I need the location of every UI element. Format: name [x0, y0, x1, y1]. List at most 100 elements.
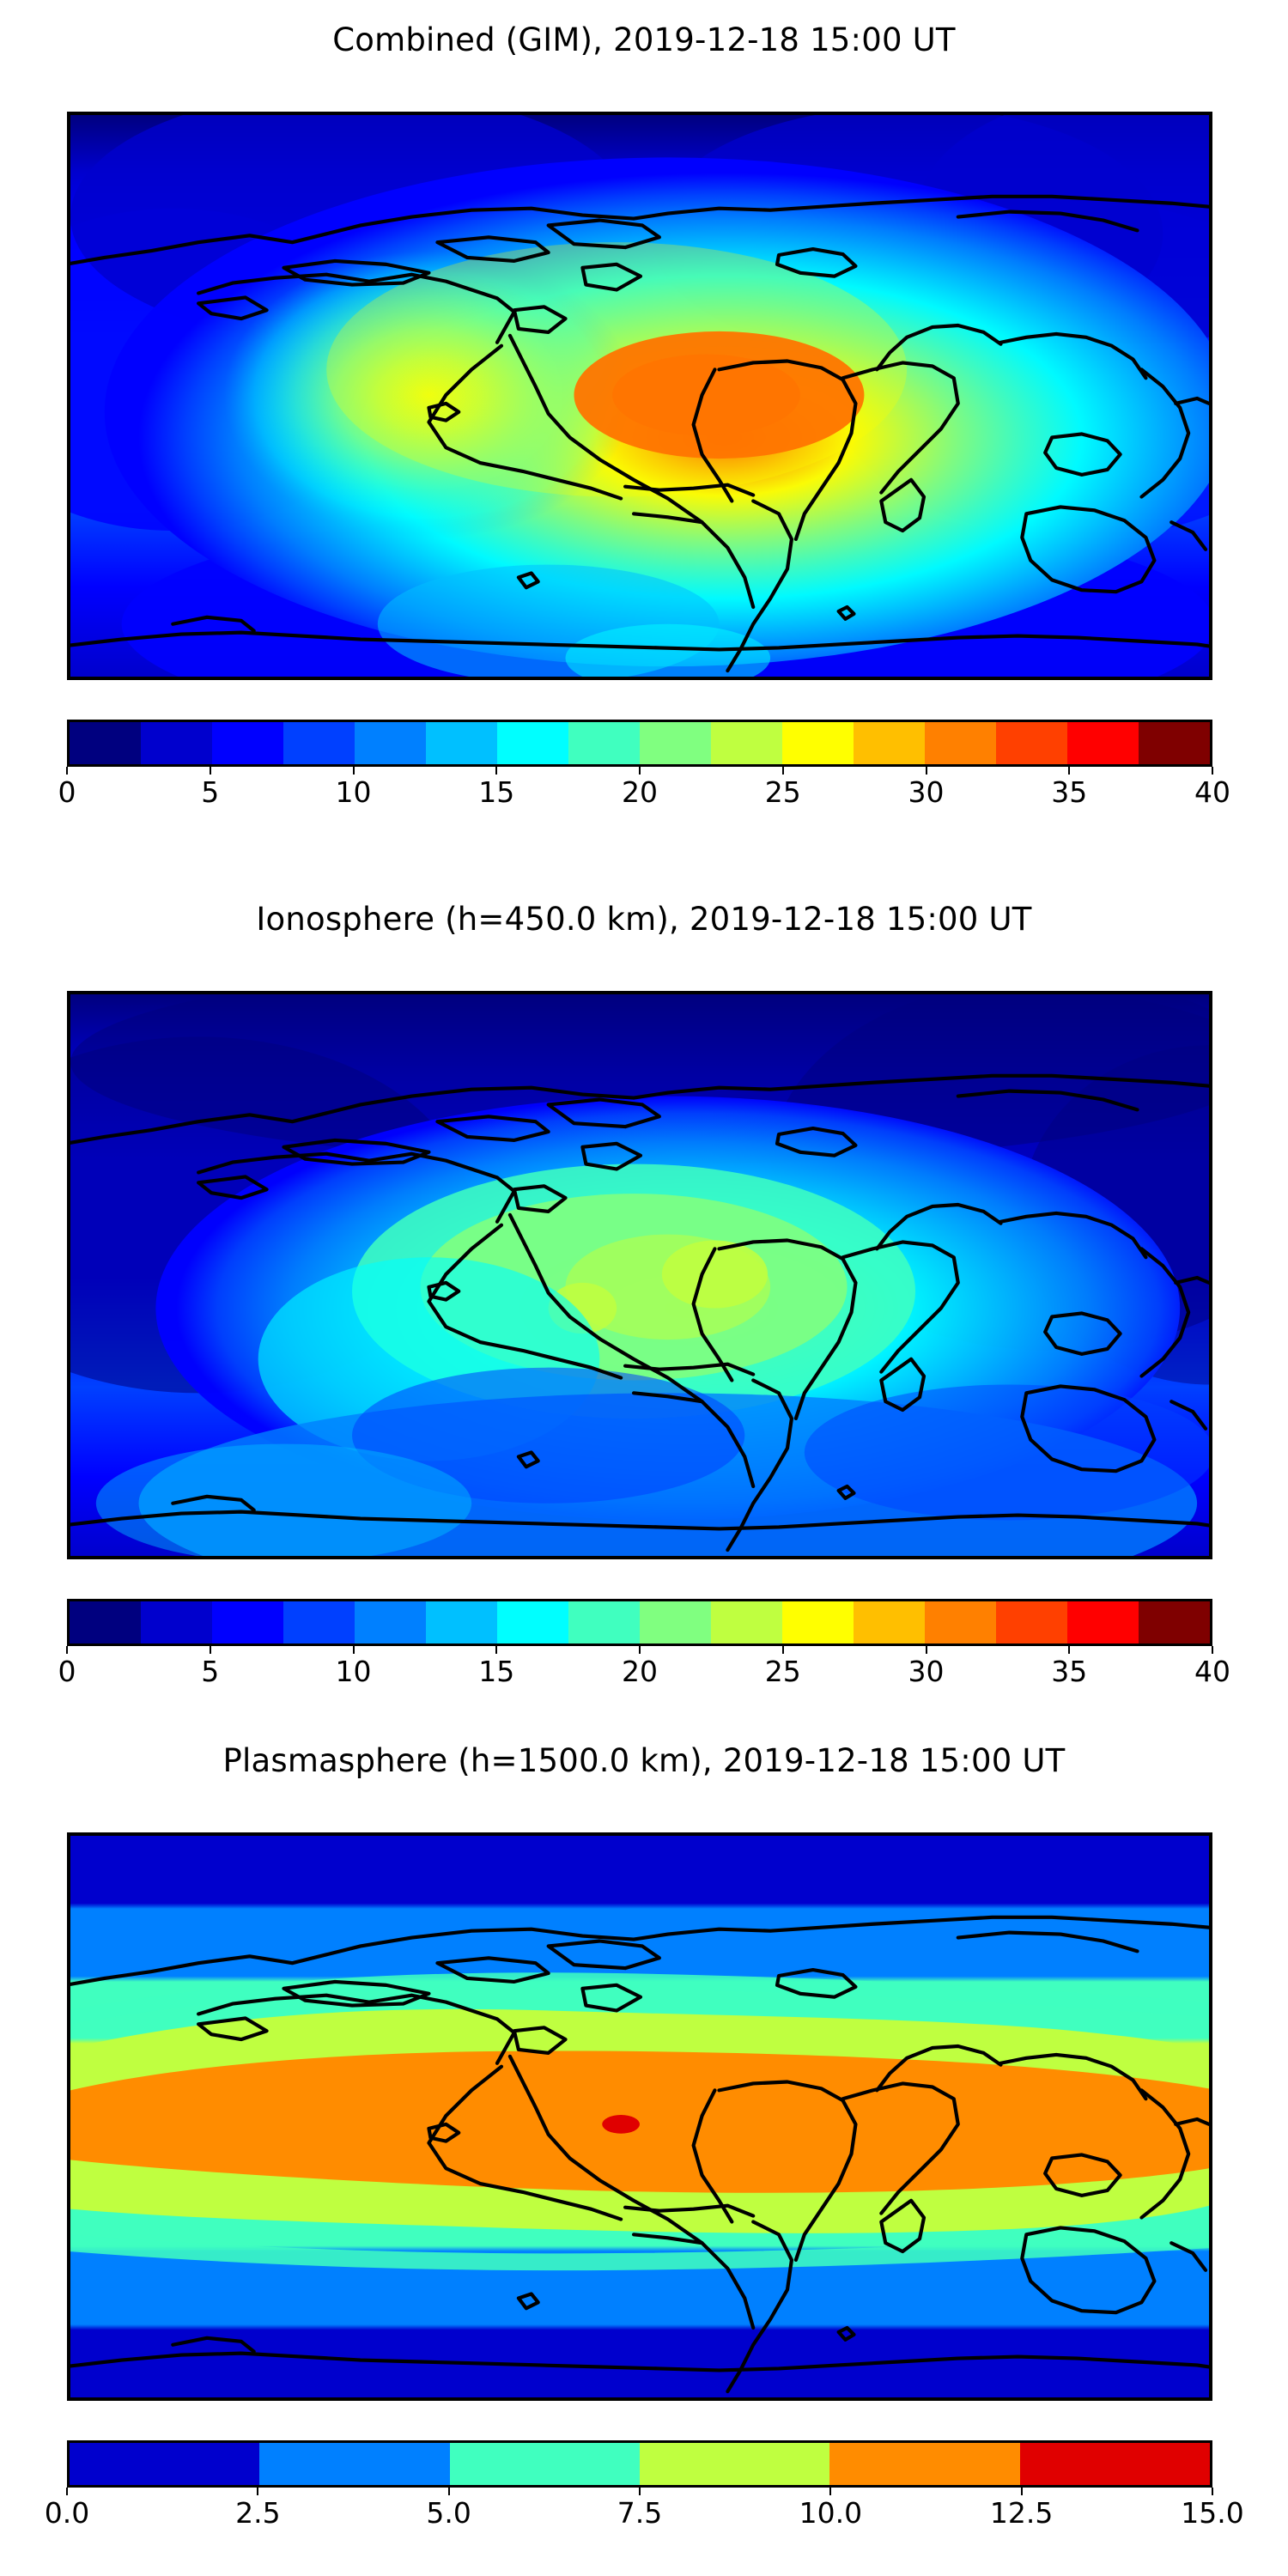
panel-combined-gim: Combined (GIM), 2019-12-18 15:00 UT	[0, 24, 1288, 56]
colorbar-segment	[212, 1601, 283, 1643]
colorbar-tick-mark	[1068, 1646, 1071, 1654]
contour-field-plasmasphere	[70, 1836, 1209, 2397]
colorbar-tick-mark	[209, 1646, 211, 1654]
colorbar-tick-label: 5	[201, 775, 220, 809]
colorbar-tick-mark	[209, 767, 211, 775]
colorbar-segment	[854, 1601, 925, 1643]
colorbar-tick-mark	[447, 2488, 450, 2495]
colorbar-tick-label: 15	[478, 775, 515, 809]
colorbar-tick-label: 25	[764, 1655, 801, 1688]
colorbar-tick-label: 5	[201, 1655, 220, 1688]
colorbar-segment	[212, 722, 283, 764]
colorbar-combined-gim: 0 5 10 15 20 25 30 35 40	[58, 720, 1230, 809]
colorbar-tick-mark	[1212, 2488, 1213, 2495]
colorbar-segment	[782, 1601, 854, 1643]
colorbar-segment	[283, 1601, 355, 1643]
colorbar-segment	[996, 722, 1067, 764]
colorbar-segment	[497, 1601, 568, 1643]
colorbar-tick-mark	[495, 1646, 498, 1654]
colorbar-tick-label: 20	[622, 1655, 658, 1688]
colorbar-segment	[829, 2443, 1020, 2485]
colorbar-segment	[711, 722, 782, 764]
colorbar-segment	[283, 722, 355, 764]
colorbar-segment	[497, 722, 568, 764]
colorbar-segment	[70, 1601, 141, 1643]
colorbar-tick-label: 10	[335, 775, 372, 809]
colorbar-segment	[1019, 2443, 1210, 2485]
colorbar-segment	[568, 1601, 640, 1643]
colorbar-tick-mark	[829, 2488, 832, 2495]
colorbar-tick-label: 15.0	[1181, 2496, 1244, 2530]
colorbar-segment	[355, 722, 426, 764]
colorbar-tick-label: 30	[908, 775, 945, 809]
colorbar-tick-label: 0	[58, 1655, 76, 1688]
panel-title-plasmasphere: Plasmasphere (h=1500.0 km), 2019-12-18 1…	[222, 1742, 1066, 1779]
colorbar-segment	[782, 722, 854, 764]
colorbar-tick-label: 2.5	[235, 2496, 281, 2530]
colorbar-tick-label: 35	[1051, 1655, 1088, 1688]
colorbar-tick-label: 20	[622, 775, 658, 809]
colorbar-segment	[640, 722, 711, 764]
colorbar-segment	[1067, 1601, 1139, 1643]
colorbar-ionosphere: 0 5 10 15 20 25 30 35 40	[58, 1599, 1230, 1688]
colorbar-tick-label: 5.0	[426, 2496, 471, 2530]
colorbar-tick-mark	[352, 1646, 355, 1654]
coastlines-plasmasphere	[70, 1915, 1209, 2394]
map-combined-gim-svg	[70, 115, 1209, 677]
colorbar-segment	[854, 722, 925, 764]
colorbar-tick-mark	[66, 2488, 68, 2495]
map-plasmasphere-svg	[70, 1836, 1209, 2397]
colorbar-segment	[639, 2443, 830, 2485]
colorbar-segment	[1139, 722, 1210, 764]
colorbar-segment	[449, 2443, 640, 2485]
colorbar-segment	[925, 722, 996, 764]
panel-plasmasphere: Plasmasphere (h=1500.0 km), 2019-12-18 1…	[0, 1745, 1288, 1777]
colorbar-plasmasphere-strip	[67, 2440, 1212, 2488]
colorbar-tick-mark	[352, 767, 355, 775]
colorbar-tick-mark	[925, 1646, 927, 1654]
colorbar-tick-mark	[257, 2488, 259, 2495]
colorbar-tick-label: 10	[335, 1655, 372, 1688]
colorbar-tick-label: 10.0	[799, 2496, 863, 2530]
colorbar-tick-label: 0	[58, 775, 76, 809]
contour-field-combined-gim	[70, 115, 1209, 677]
colorbar-tick-label: 30	[908, 1655, 945, 1688]
colorbar-segment	[925, 1601, 996, 1643]
colorbar-segment	[70, 2443, 260, 2485]
colorbar-segment	[70, 722, 141, 764]
colorbar-tick-mark	[781, 767, 784, 775]
contour-field-ionosphere	[70, 994, 1209, 1556]
colorbar-segment	[259, 2443, 450, 2485]
colorbar-segment	[996, 1601, 1067, 1643]
colorbar-tick-mark	[66, 1646, 68, 1654]
colorbar-segment	[141, 1601, 212, 1643]
map-ionosphere	[67, 991, 1212, 1559]
colorbar-tick-mark	[925, 767, 927, 775]
colorbar-segment	[711, 1601, 782, 1643]
colorbar-segment	[1139, 1601, 1210, 1643]
colorbar-tick-label: 25	[764, 775, 801, 809]
colorbar-tick-label: 12.5	[989, 2496, 1054, 2530]
panel-ionosphere: Ionosphere (h=450.0 km), 2019-12-18 15:0…	[0, 903, 1288, 935]
colorbar-tick-mark	[1212, 767, 1213, 775]
colorbar-tick-mark	[1068, 767, 1071, 775]
colorbar-segment	[568, 722, 640, 764]
colorbar-plasmasphere: 0.0 2.5 5.0 7.5 10.0 12.5 15.0	[45, 2440, 1244, 2530]
map-ionosphere-svg	[70, 994, 1209, 1556]
colorbar-tick-mark	[66, 767, 68, 775]
colorbar-ionosphere-strip	[67, 1599, 1212, 1646]
colorbar-tick-mark	[1020, 2488, 1023, 2495]
panel-title-ionosphere: Ionosphere (h=450.0 km), 2019-12-18 15:0…	[256, 901, 1032, 938]
colorbar-tick-mark	[781, 1646, 784, 1654]
colorbar-tick-label: 40	[1194, 775, 1230, 809]
colorbar-combined-gim-strip	[67, 720, 1212, 767]
map-combined-gim	[67, 112, 1212, 680]
colorbar-tick-mark	[639, 1646, 641, 1654]
colorbar-ionosphere-ticks: 0 5 10 15 20 25 30 35 40	[58, 1646, 1230, 1688]
colorbar-plasmasphere-ticks: 0.0 2.5 5.0 7.5 10.0 12.5 15.0	[45, 2488, 1244, 2530]
colorbar-combined-gim-ticks: 0 5 10 15 20 25 30 35 40	[58, 767, 1230, 809]
colorbar-tick-label: 7.5	[617, 2496, 663, 2530]
colorbar-segment	[1067, 722, 1139, 764]
colorbar-tick-label: 40	[1194, 1655, 1230, 1688]
